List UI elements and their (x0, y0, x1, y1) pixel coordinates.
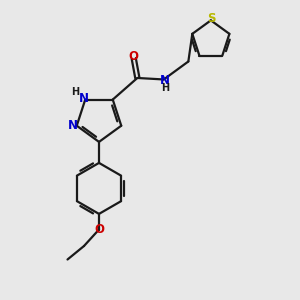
Text: N: N (79, 92, 89, 105)
Text: H: H (72, 87, 80, 97)
Text: H: H (161, 83, 169, 93)
Text: S: S (207, 12, 216, 26)
Text: O: O (129, 50, 139, 64)
Text: O: O (94, 223, 104, 236)
Text: N: N (160, 74, 170, 87)
Text: N: N (68, 119, 78, 132)
